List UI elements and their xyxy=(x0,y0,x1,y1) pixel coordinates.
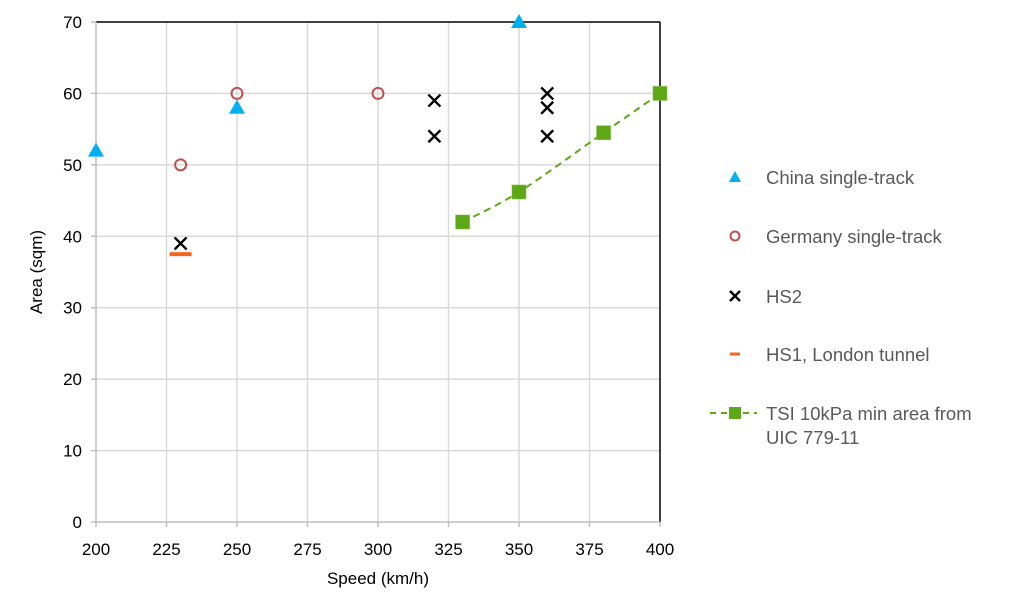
legend-label: UIC 779-11 xyxy=(766,427,859,448)
y-tick-label: 20 xyxy=(63,370,82,389)
series-0 xyxy=(88,14,527,157)
x-marker xyxy=(540,129,555,144)
y-tick-label: 10 xyxy=(63,442,82,461)
tick-labels: 200 225 250 275 300 325 350 375 400 0 10 20 30 40 50 60… xyxy=(63,13,674,559)
x-tick-label: 275 xyxy=(293,540,321,559)
legend-item: Germany single-track xyxy=(729,226,943,247)
triangle-marker xyxy=(511,14,527,28)
x-marker xyxy=(540,100,555,115)
square-marker xyxy=(652,86,668,101)
circle-marker xyxy=(230,86,244,100)
legend-triangle-icon xyxy=(729,171,741,182)
x-tick-label: 300 xyxy=(364,540,392,559)
legend-item: China single-track xyxy=(729,167,915,188)
circle-marker xyxy=(174,158,188,172)
square-marker xyxy=(596,125,611,141)
series-1 xyxy=(174,86,385,172)
legend-dash-icon xyxy=(730,352,740,356)
legend-x-icon xyxy=(729,290,741,302)
x-tick-label: 400 xyxy=(646,540,674,559)
x-tick-label: 225 xyxy=(152,540,180,559)
series-4 xyxy=(455,86,668,230)
legend-label: Germany single-track xyxy=(766,226,943,247)
y-tick-label: 30 xyxy=(63,299,82,318)
x-marker xyxy=(173,236,188,251)
dash-marker xyxy=(169,252,192,257)
data-series xyxy=(88,14,668,257)
y-tick-label: 50 xyxy=(63,156,82,175)
series-2 xyxy=(173,86,555,251)
x-marker xyxy=(540,86,555,101)
x-marker xyxy=(427,93,442,108)
y-axis-title: Area (sqm) xyxy=(27,230,46,314)
x-tick-label: 350 xyxy=(505,540,533,559)
x-tick-label: 325 xyxy=(434,540,462,559)
legend-item: HS2 xyxy=(729,286,802,307)
x-marker xyxy=(427,129,442,144)
y-tick-label: 60 xyxy=(63,84,82,103)
legend: China single-track Germany single-track HS… xyxy=(710,167,972,448)
triangle-marker xyxy=(229,99,245,114)
x-tick-label: 250 xyxy=(223,540,251,559)
legend-label: China single-track xyxy=(766,167,915,188)
legend-label: HS1, London tunnel xyxy=(766,344,930,365)
square-marker xyxy=(511,184,527,200)
legend-label: HS2 xyxy=(766,286,802,307)
legend-label: TSI 10kPa min area from xyxy=(766,403,972,424)
legend-item: TSI 10kPa min area from UIC 779-11 xyxy=(710,403,972,448)
y-tick-label: 0 xyxy=(73,513,82,532)
circle-marker xyxy=(371,86,385,100)
legend-item: HS1, London tunnel xyxy=(730,344,930,365)
legend-circle-icon xyxy=(729,230,741,242)
trend-line xyxy=(462,92,661,223)
x-axis-title: Speed (km/h) xyxy=(327,569,429,588)
gridlines xyxy=(96,22,660,522)
legend-square-icon xyxy=(729,407,741,419)
x-tick-label: 200 xyxy=(82,540,110,559)
triangle-marker xyxy=(88,142,104,157)
y-tick-label: 40 xyxy=(63,227,82,246)
axes xyxy=(91,21,661,527)
square-marker xyxy=(455,214,470,230)
y-tick-label: 70 xyxy=(63,13,82,32)
series-3 xyxy=(169,252,192,257)
x-tick-label: 375 xyxy=(575,540,603,559)
